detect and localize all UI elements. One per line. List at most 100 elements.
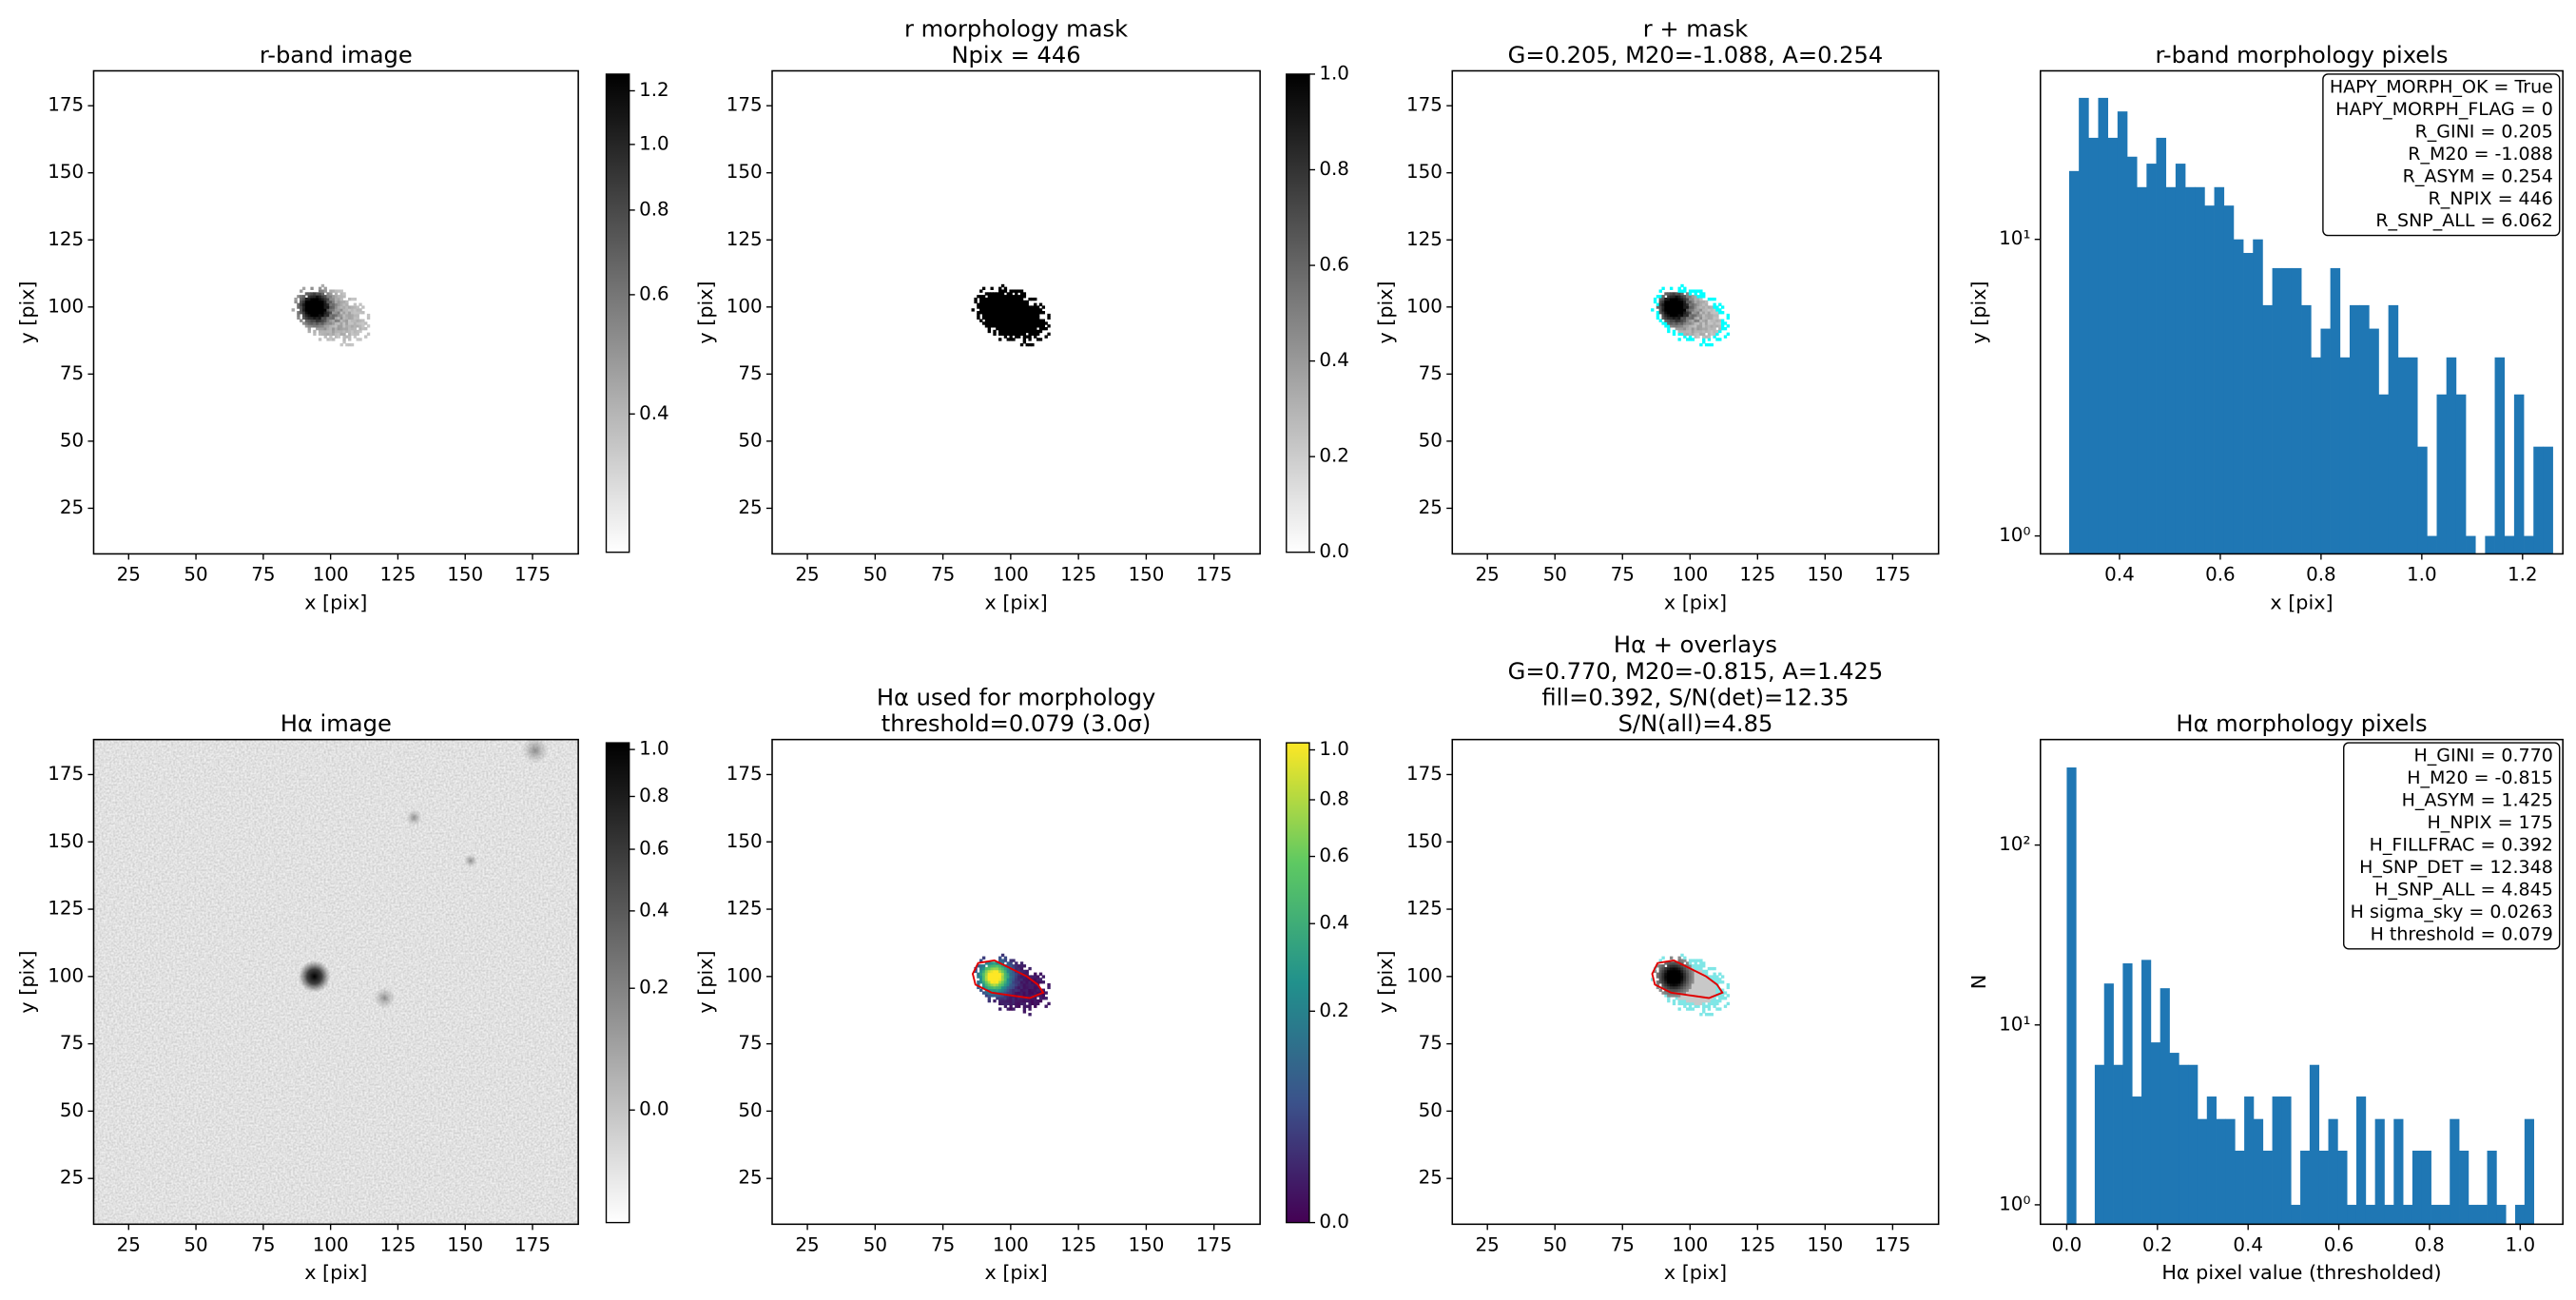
x-tick-label: 75 <box>931 563 955 585</box>
pixel <box>1696 1004 1700 1008</box>
pixel <box>990 985 994 990</box>
pixel <box>1003 982 1008 987</box>
pixel <box>990 321 994 325</box>
pixel <box>1675 978 1679 981</box>
pixel <box>1713 1001 1716 1006</box>
pixel <box>350 313 355 318</box>
pixel <box>990 300 994 304</box>
pixel <box>1669 308 1674 312</box>
colorbar-tick-label: 1.0 <box>1319 738 1349 760</box>
bar <box>2066 767 2077 1225</box>
pixel <box>981 991 986 995</box>
pixel <box>1012 980 1016 984</box>
pixel <box>1000 980 1005 984</box>
pixel <box>326 302 330 306</box>
pixel <box>358 338 362 341</box>
pixel <box>1658 980 1662 984</box>
pixel <box>1000 295 1005 299</box>
pixel <box>342 338 346 341</box>
x-axis-label: x [pix] <box>1664 591 1727 613</box>
pixel <box>1680 969 1684 974</box>
pixel <box>304 297 309 301</box>
pixel <box>1688 999 1693 1003</box>
pixel <box>323 316 327 320</box>
pixel <box>1699 978 1703 981</box>
pixel <box>1661 313 1665 318</box>
pixel <box>1702 335 1706 339</box>
pixel <box>1028 1007 1032 1011</box>
pixel <box>996 324 999 328</box>
pixel <box>332 329 336 334</box>
pixel <box>1012 332 1016 336</box>
pixel <box>1006 999 1010 1003</box>
pixel <box>1664 972 1668 976</box>
pixel <box>1012 985 1016 990</box>
pixel <box>1696 978 1700 981</box>
pixel <box>1707 313 1712 318</box>
bar <box>2214 186 2225 554</box>
pixel <box>348 326 352 331</box>
pixel <box>1694 308 1697 312</box>
pixel <box>1031 985 1035 990</box>
pixel <box>318 319 322 322</box>
pixel <box>1017 991 1021 995</box>
pixel <box>1696 295 1700 299</box>
pixel <box>301 305 306 309</box>
pixel <box>1694 292 1697 296</box>
pixel <box>1015 985 1018 990</box>
pixel <box>1707 324 1712 328</box>
pixel <box>1686 305 1690 309</box>
pixel <box>1694 311 1697 315</box>
pixel <box>1694 302 1697 306</box>
pixel <box>334 316 339 320</box>
y-axis-label: y [pix] <box>1374 950 1397 1013</box>
pixel <box>1696 313 1700 318</box>
pixel <box>337 311 341 315</box>
pixel <box>987 300 992 304</box>
pixel <box>1038 972 1043 976</box>
pixel <box>1680 295 1684 299</box>
pixel <box>1012 1001 1016 1006</box>
pixel <box>323 319 327 322</box>
bar <box>2300 1150 2311 1225</box>
pixel <box>987 978 992 981</box>
pixel <box>1041 988 1046 992</box>
pixel <box>301 308 306 312</box>
pixel <box>297 295 300 299</box>
pixel <box>977 305 980 309</box>
pixel <box>1034 305 1037 309</box>
stats-line: H_SNP_DET = 12.348 <box>2359 857 2553 878</box>
pixel <box>1019 975 1024 979</box>
pixel <box>1028 342 1032 347</box>
pixel <box>1680 1001 1684 1006</box>
pixel <box>1707 319 1712 322</box>
pixel <box>987 329 992 334</box>
pixel <box>1017 311 1021 315</box>
bar <box>2408 357 2418 554</box>
pixel <box>1667 999 1671 1003</box>
pixel <box>1009 991 1013 995</box>
pixel <box>316 297 320 301</box>
bar <box>2515 1204 2526 1225</box>
pixel <box>1017 335 1021 339</box>
pixel <box>987 969 992 974</box>
pixel <box>342 324 346 328</box>
pixel <box>1669 321 1674 325</box>
pixel <box>1691 1001 1695 1006</box>
pixel <box>979 305 983 309</box>
pixel <box>990 324 994 328</box>
pixel <box>1694 1004 1697 1008</box>
bar <box>2384 1204 2394 1225</box>
pixel <box>323 332 327 336</box>
pixel <box>1003 308 1008 312</box>
pixel <box>1694 300 1697 304</box>
pixel <box>987 292 992 296</box>
pixel <box>1034 326 1037 331</box>
pixel <box>345 302 349 306</box>
pixel <box>304 308 309 312</box>
pixel <box>1672 311 1676 315</box>
pixel <box>1686 961 1690 965</box>
pixel <box>1699 308 1703 312</box>
pixel <box>1702 982 1706 987</box>
